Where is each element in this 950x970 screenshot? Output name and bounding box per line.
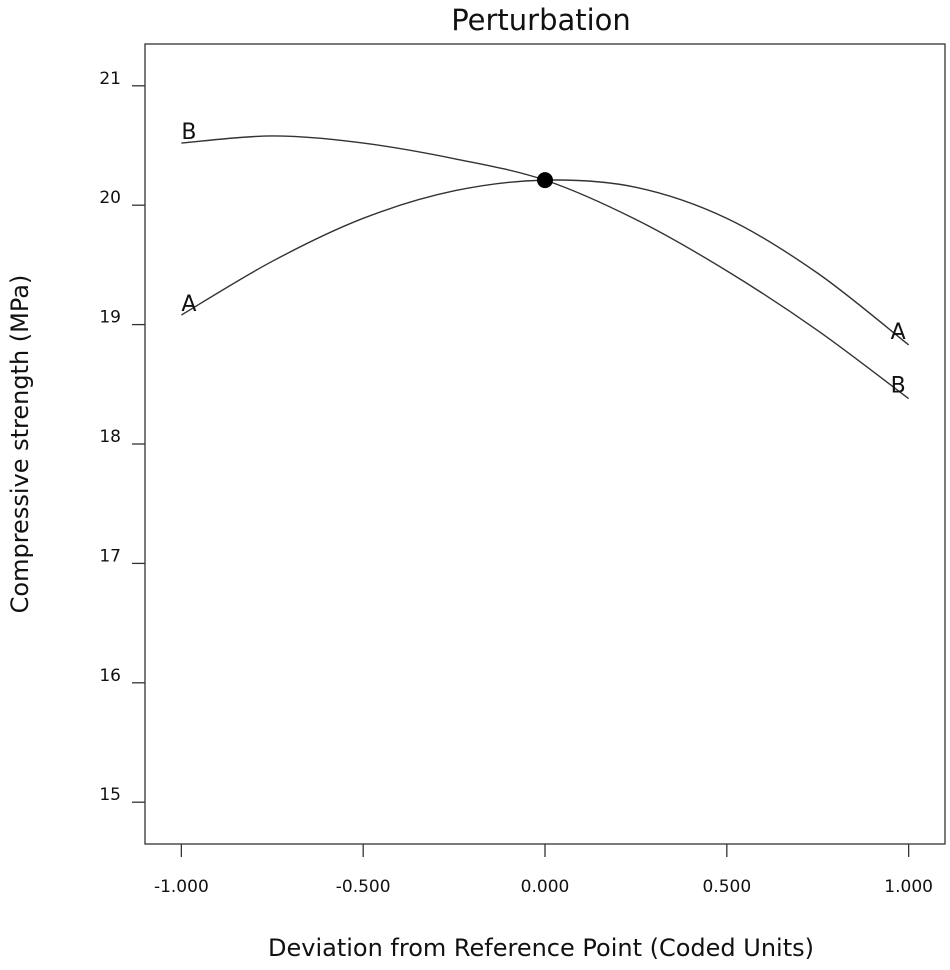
x-tick-label: 0.000 — [521, 877, 570, 897]
y-axis: 15 16 17 18 19 20 21 — [99, 69, 145, 805]
y-tick-label: 16 — [99, 666, 121, 686]
series-a-start-label: A — [181, 292, 196, 317]
y-tick-label: 15 — [99, 785, 121, 805]
series-b-start-label: B — [181, 120, 196, 145]
y-tick-label: 17 — [99, 546, 121, 566]
marker-layer — [537, 172, 553, 189]
series-layer: A A B B — [181, 120, 910, 400]
y-axis-label: Compressive strength (MPa) — [6, 275, 34, 614]
x-tick-label: 0.500 — [702, 877, 751, 897]
series-a-line — [181, 179, 910, 346]
plot-frame — [144, 43, 946, 845]
series-b-end-label: B — [891, 374, 906, 399]
x-tick-label: -1.000 — [154, 877, 209, 897]
y-tick-label: 18 — [99, 427, 121, 447]
y-tick-label: 21 — [99, 69, 121, 89]
x-axis-label: Deviation from Reference Point (Coded Un… — [268, 934, 814, 962]
x-tick-label: 1.000 — [884, 877, 933, 897]
series-a-end-label: A — [891, 320, 906, 345]
x-tick-label: -0.500 — [336, 877, 391, 897]
y-tick-label: 20 — [99, 188, 121, 208]
y-tick-label: 19 — [99, 308, 121, 328]
x-axis: -1.000 -0.500 0.000 0.500 1.000 — [154, 844, 933, 897]
reference-point-marker — [537, 172, 553, 189]
chart-title: Perturbation — [451, 3, 631, 37]
